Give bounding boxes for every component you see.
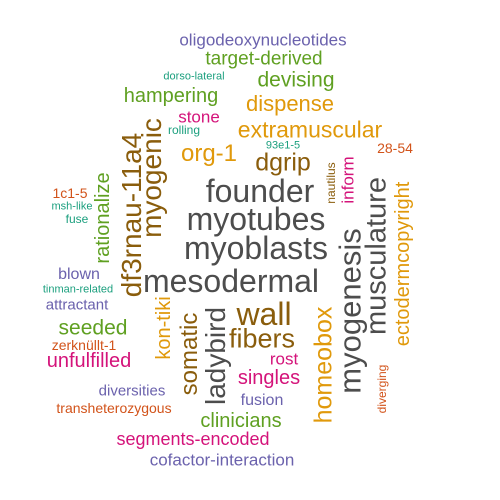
word-rolling: rolling [167, 123, 201, 137]
word-dgrip: dgrip [255, 148, 311, 177]
word-stone: stone [178, 107, 220, 127]
word-msh-like: msh-like [51, 200, 93, 213]
word-zerknüllt-1: zerknüllt-1 [51, 337, 117, 353]
word-founder: founder [205, 173, 315, 209]
word-org-1: org-1 [180, 140, 238, 167]
word-wall: wall [236, 296, 292, 332]
word-dorso-lateral: dorso-lateral [163, 70, 225, 83]
word-mesodermal: mesodermal [142, 263, 320, 299]
word-93e1-5: 93e1-5 [265, 139, 301, 152]
word-nautilus: nautilus [324, 162, 338, 204]
word-rationalize: rationalize [92, 172, 114, 264]
word-target-derived: target-derived [205, 48, 323, 70]
word-diverging: diverging [375, 364, 389, 414]
word-seeded: seeded [58, 316, 128, 340]
word-rost: rost [269, 349, 299, 369]
word-unfulfilled: unfulfilled [46, 350, 132, 372]
word-blown: blown [58, 266, 100, 283]
word-oligodeoxynucleotides: oligodeoxynucleotides [179, 30, 347, 50]
word-tinman-related: tinman-related [42, 283, 114, 296]
word-myotubes: myotubes [186, 201, 326, 237]
word-ectodermcopyright: ectodermcopyright [392, 181, 414, 347]
word-df3rnau-11a4: df3rnau-11a4 [116, 132, 147, 298]
word-homeobox: homeobox [309, 306, 338, 424]
word-hampering: hampering [123, 85, 219, 107]
word-diversities: diversities [98, 382, 166, 400]
word-attractant: attractant [45, 296, 109, 314]
word-fusion: fusion [240, 392, 284, 409]
word-somatic: somatic [176, 312, 203, 396]
word-transheterozygous: transheterozygous [56, 400, 172, 416]
word-devising: devising [257, 68, 335, 92]
word-28-54: 28-54 [377, 140, 413, 156]
word-fibers: fibers [228, 323, 296, 354]
word-clinicians: clinicians [200, 410, 282, 432]
word-cofactor-interaction: cofactor-interaction [149, 450, 295, 470]
word-myoblasts: myoblasts [183, 230, 329, 266]
word-dispense: dispense [245, 91, 335, 116]
word-fuse: fuse [65, 212, 89, 226]
word-1c1-5: 1c1-5 [52, 185, 88, 201]
word-inform: inform [338, 156, 358, 204]
word-myogenesis: myogenesis [332, 228, 368, 394]
word-ladybird: ladybird [200, 306, 231, 406]
word-singles: singles [237, 367, 301, 389]
word-segments-encoded: segments-encoded [116, 429, 270, 449]
word-kon-tiki: kon-tiki [153, 296, 175, 360]
word-extramuscular: extramuscular [237, 116, 383, 143]
